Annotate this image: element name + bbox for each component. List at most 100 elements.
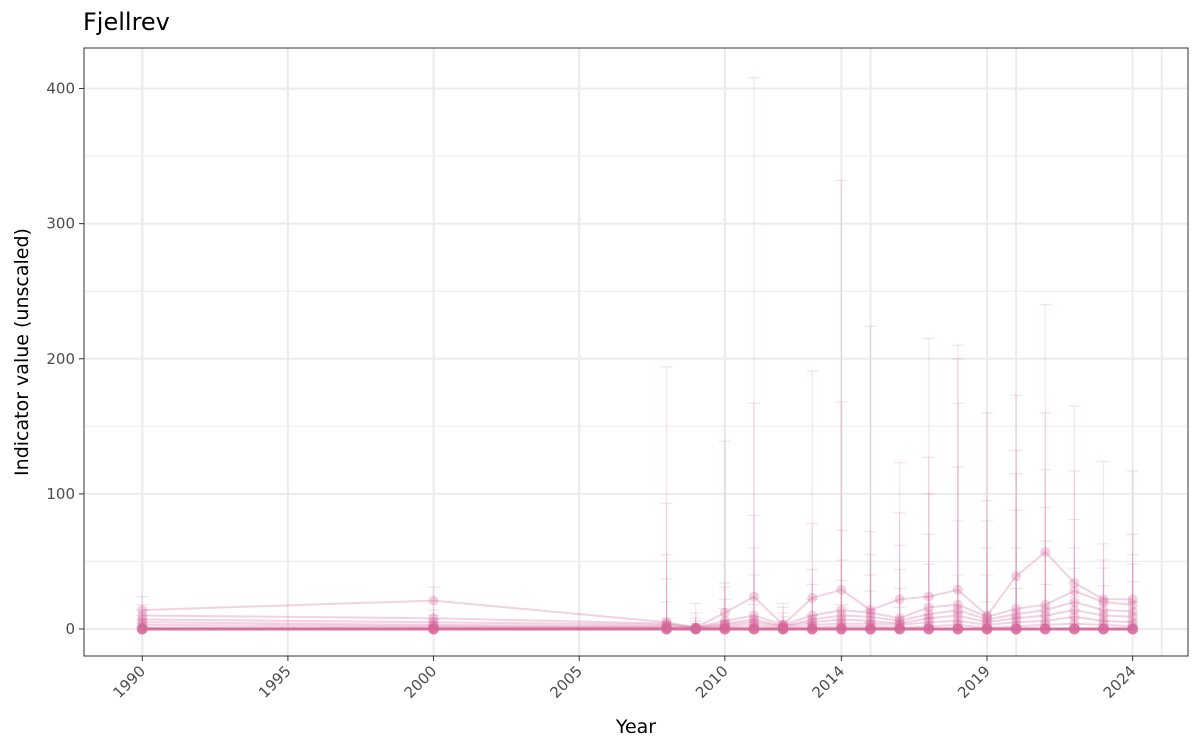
baseline-point xyxy=(748,623,760,635)
data-point xyxy=(1069,605,1080,616)
baseline-point xyxy=(136,623,148,635)
data-point xyxy=(894,594,905,605)
data-point xyxy=(952,615,963,626)
data-point xyxy=(1011,603,1022,614)
data-point xyxy=(807,614,818,625)
data-point xyxy=(428,595,439,606)
data-point xyxy=(952,610,963,621)
data-point xyxy=(1098,605,1109,616)
x-tick-label: 2000 xyxy=(401,662,441,702)
x-tick-label: 1990 xyxy=(109,662,149,702)
baseline-point xyxy=(1068,623,1080,635)
data-point xyxy=(807,610,818,621)
baseline-point xyxy=(894,623,906,635)
data-point xyxy=(1069,611,1080,622)
data-point xyxy=(748,610,759,621)
baseline-point xyxy=(428,623,440,635)
data-point xyxy=(1011,571,1022,582)
error-bar-layer xyxy=(136,77,1139,629)
data-point xyxy=(1069,578,1080,589)
data-point xyxy=(982,610,993,621)
baseline-point xyxy=(1039,623,1051,635)
data-point xyxy=(748,591,759,602)
data-point xyxy=(865,607,876,618)
data-point xyxy=(1098,610,1109,621)
data-point xyxy=(1127,611,1138,622)
data-point xyxy=(137,614,148,625)
data-point xyxy=(428,613,439,624)
baseline-point xyxy=(923,623,935,635)
data-point xyxy=(865,611,876,622)
data-point xyxy=(836,610,847,621)
data-point xyxy=(1098,615,1109,626)
baseline-point xyxy=(806,623,818,635)
data-point xyxy=(748,614,759,625)
y-tick-label: 0 xyxy=(65,620,75,638)
data-point xyxy=(982,611,993,622)
data-point xyxy=(1011,613,1022,624)
data-point xyxy=(1040,615,1051,626)
x-tick-label: 2014 xyxy=(808,662,848,702)
y-tick-label: 400 xyxy=(46,80,75,98)
data-point xyxy=(952,599,963,610)
x-tick-label: 2005 xyxy=(546,662,586,702)
data-point xyxy=(1127,606,1138,617)
data-point xyxy=(1040,599,1051,610)
data-point xyxy=(1040,610,1051,621)
baseline-point xyxy=(661,623,673,635)
data-point xyxy=(137,610,148,621)
data-point xyxy=(836,614,847,625)
data-point xyxy=(1011,609,1022,620)
chart-title: Fjellrev xyxy=(83,8,170,36)
baseline-point xyxy=(719,623,731,635)
x-tick-label: 1995 xyxy=(255,662,295,702)
baseline-point xyxy=(864,623,876,635)
data-point xyxy=(923,591,934,602)
panel-border xyxy=(83,47,1189,657)
baseline-point xyxy=(835,623,847,635)
data-point xyxy=(1127,599,1138,610)
data-point xyxy=(1098,594,1109,605)
x-tick-label: 2010 xyxy=(692,662,732,702)
data-point xyxy=(894,613,905,624)
y-tick-label: 100 xyxy=(46,485,75,503)
data-point xyxy=(923,602,934,613)
data-point xyxy=(894,615,905,626)
grid-layer xyxy=(84,48,1188,656)
data-point xyxy=(1040,605,1051,616)
data-point xyxy=(1040,546,1051,557)
data-point xyxy=(836,584,847,595)
y-axis-ticks: 0 100 200 300 400 xyxy=(46,80,84,638)
data-point xyxy=(923,609,934,620)
baseline-point xyxy=(690,623,702,635)
data-point xyxy=(952,584,963,595)
x-tick-label: 2019 xyxy=(954,662,994,702)
baseline-point xyxy=(1127,623,1139,635)
baseline-point xyxy=(1098,623,1110,635)
data-point xyxy=(982,614,993,625)
data-point xyxy=(836,605,847,616)
data-point xyxy=(1069,596,1080,607)
data-point xyxy=(865,615,876,626)
x-axis-title: Year xyxy=(615,716,656,738)
x-axis-ticks: 1990 1995 2000 2005 2010 2014 2019 2024 xyxy=(109,656,1139,702)
baseline-point xyxy=(952,623,964,635)
data-point xyxy=(719,615,730,626)
data-point xyxy=(923,613,934,624)
data-point xyxy=(137,605,148,616)
data-point xyxy=(1069,586,1080,597)
data-point xyxy=(719,607,730,618)
y-tick-label: 200 xyxy=(46,350,75,368)
data-point xyxy=(807,592,818,603)
data-point xyxy=(1098,596,1109,607)
baseline-point xyxy=(1010,623,1022,635)
baseline-point xyxy=(777,623,789,635)
y-tick-label: 300 xyxy=(46,215,75,233)
x-tick-label: 2024 xyxy=(1100,662,1140,702)
y-axis-title: Indicator value (unscaled) xyxy=(11,228,33,476)
data-point-layer xyxy=(136,546,1139,635)
baseline-point xyxy=(981,623,993,635)
data-point xyxy=(952,605,963,616)
